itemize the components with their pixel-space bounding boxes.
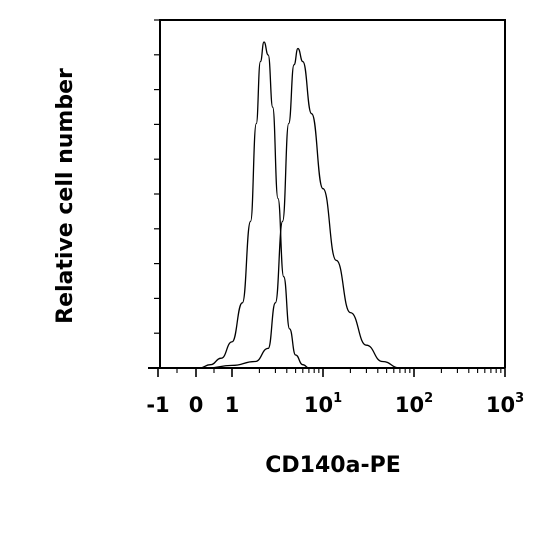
x-tick-label: 102	[395, 391, 433, 417]
plot-frame	[148, 19, 506, 369]
x-tick-label: 1	[225, 393, 240, 417]
x-axis-ticks	[157, 368, 506, 377]
x-tick-label: 101	[304, 391, 342, 417]
x-tick-label: -1	[146, 393, 169, 417]
x-axis-title: CD140a-PE	[265, 453, 400, 478]
histogram-curve-1	[199, 41, 309, 369]
x-tick-label: 103	[486, 391, 524, 417]
y-axis-title: Relative cell number	[53, 68, 78, 324]
plot-border	[159, 19, 506, 368]
x-tick-label: 0	[189, 393, 204, 417]
histogram-series	[199, 41, 400, 369]
x-axis-tick-labels: -1 0 1 101 102 103	[146, 391, 524, 417]
histogram-curve-2	[206, 47, 400, 369]
